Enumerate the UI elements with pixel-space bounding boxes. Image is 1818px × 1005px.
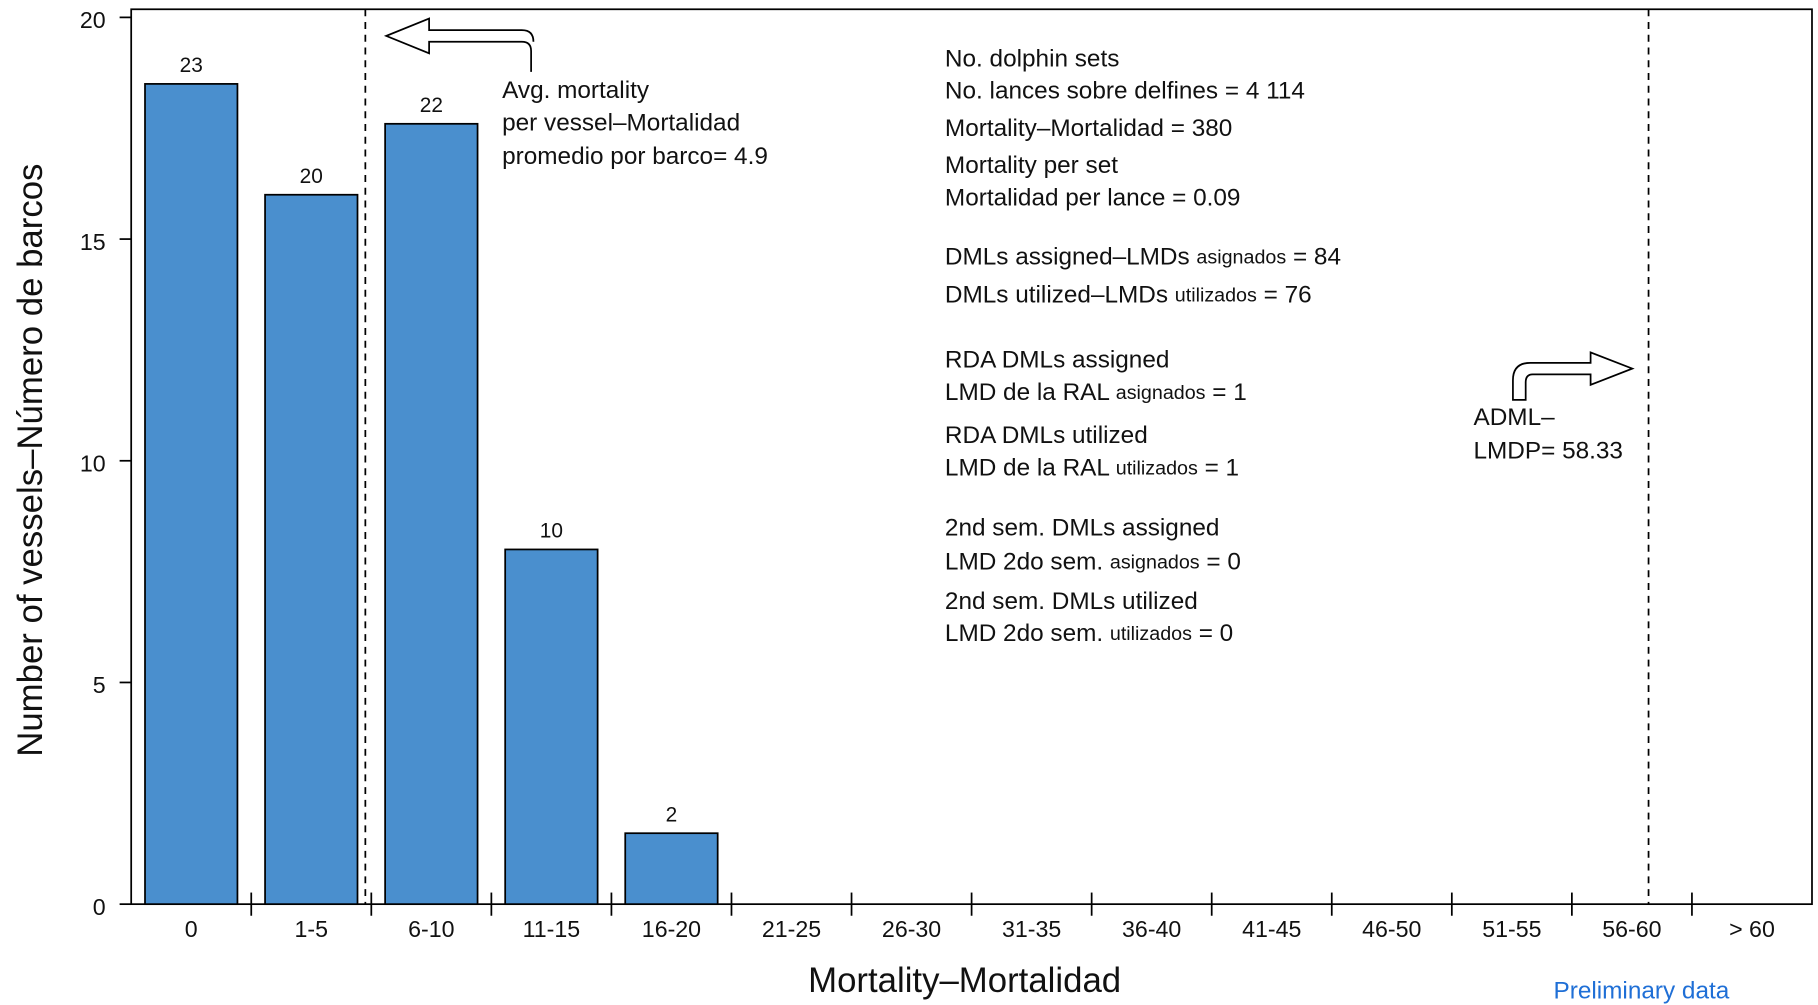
- stats-text: Mortalidad per lance = 0.09: [945, 185, 1241, 212]
- stats-line: LMD de la RAL asignados = 1: [945, 380, 1247, 407]
- stats-line: No. dolphin sets: [945, 46, 1119, 73]
- value-label: 20: [300, 165, 323, 188]
- stats-line: No. lances sobre delfines = 4 114: [945, 78, 1305, 105]
- stats-text: = 84: [1286, 244, 1341, 271]
- stats-text: LMD de la RAL: [945, 380, 1116, 407]
- stats-text: RDA DMLs utilized: [945, 422, 1148, 449]
- stats-text: = 1: [1198, 455, 1239, 482]
- note: Preliminary data: [1553, 978, 1729, 1005]
- stats-text: asignados: [1110, 552, 1200, 574]
- y-tick-label: 15: [80, 229, 106, 255]
- x-axis-label: Mortality–Mortalidad: [808, 962, 1121, 1000]
- stats-text: No. lances sobre delfines = 4 114: [945, 78, 1305, 105]
- stats-text: utilizados: [1110, 623, 1192, 645]
- stats-text: asignados: [1196, 247, 1286, 269]
- stats-text: DMLs utilized–LMDs: [945, 282, 1175, 309]
- y-tick-label: 5: [93, 672, 106, 698]
- stats-text: DMLs assigned–LMDs: [945, 244, 1196, 271]
- stats-line: Mortality per set: [945, 152, 1118, 179]
- bar: [504, 548, 599, 906]
- y-tick-label: 0: [93, 894, 106, 920]
- mean-annotation: Avg. mortality: [502, 77, 650, 104]
- stats-text: asignados: [1116, 382, 1206, 404]
- mean-arrow: [383, 17, 535, 72]
- x-tick-label: 21-25: [762, 916, 821, 942]
- x-tick-label: 46-50: [1362, 916, 1421, 942]
- stats-text: Mortality–Mortalidad = 380: [945, 115, 1232, 142]
- stats-text: RDA DMLs assigned: [945, 347, 1169, 374]
- x-tick-label: 51-55: [1482, 916, 1541, 942]
- stats-text: utilizados: [1175, 285, 1257, 307]
- stats-text: LMD 2do sem.: [945, 549, 1110, 576]
- x-tick-label: 36-40: [1122, 916, 1181, 942]
- limit-annotation: LMDP= 58.33: [1474, 437, 1623, 464]
- x-tick-label: 26-30: [882, 916, 941, 942]
- bar: [144, 83, 239, 906]
- limit-arrow: [1512, 351, 1635, 401]
- mean-annotation: per vessel–Mortalidad: [502, 109, 740, 136]
- x-tick-label: 31-35: [1002, 916, 1061, 942]
- stats-text: = 76: [1257, 282, 1312, 309]
- stats-line: LMD de la RAL utilizados = 1: [945, 455, 1239, 482]
- x-tick-label: 1-5: [295, 916, 329, 942]
- stats-text: LMD de la RAL: [945, 455, 1116, 482]
- x-tick-label: 11-15: [523, 916, 581, 942]
- stats-text: = 0: [1200, 549, 1241, 576]
- limit-annotation: ADML–: [1474, 404, 1556, 431]
- bar: [624, 832, 719, 906]
- stats-line: RDA DMLs utilized: [945, 422, 1148, 449]
- x-tick-label: 16-20: [642, 916, 701, 942]
- stats-text: No. dolphin sets: [945, 46, 1119, 73]
- stats-text: utilizados: [1116, 458, 1198, 480]
- y-axis-label: Number of vessels–Número de barcos: [12, 164, 50, 757]
- bar: [384, 122, 479, 906]
- stats-line: LMD 2do sem. utilizados = 0: [945, 621, 1233, 648]
- stats-line: 2nd sem. DMLs assigned: [945, 515, 1219, 542]
- value-label: 2: [666, 803, 678, 826]
- stats-text: 2nd sem. DMLs utilized: [945, 588, 1198, 615]
- stats-text: = 1: [1206, 380, 1247, 407]
- value-label: 22: [420, 94, 443, 117]
- stats-line: LMD 2do sem. asignados = 0: [945, 549, 1241, 576]
- x-tick-label: 0: [185, 916, 198, 942]
- mean-annotation: promedio por barco= 4.9: [502, 143, 768, 170]
- stats-line: DMLs utilized–LMDs utilizados = 76: [945, 282, 1312, 309]
- stats-line: DMLs assigned–LMDs asignados = 84: [945, 244, 1341, 271]
- stats-text: Mortality per set: [945, 152, 1118, 179]
- x-tick-label: 41-45: [1242, 916, 1301, 942]
- stats-text: = 0: [1192, 621, 1233, 648]
- stats-text: 2nd sem. DMLs assigned: [945, 515, 1219, 542]
- stats-line: RDA DMLs assigned: [945, 347, 1169, 374]
- y-tick-label: 20: [80, 7, 106, 33]
- stats-line: Mortalidad per lance = 0.09: [945, 185, 1241, 212]
- y-tick-label: 10: [80, 451, 106, 477]
- stats-line: 2nd sem. DMLs utilized: [945, 588, 1198, 615]
- value-label: 10: [540, 520, 563, 543]
- value-label: 23: [180, 54, 203, 77]
- x-tick-label: > 60: [1729, 916, 1775, 942]
- x-tick-label: 56-60: [1602, 916, 1661, 942]
- x-tick-label: 6-10: [408, 916, 454, 942]
- stats-text: LMD 2do sem.: [945, 621, 1110, 648]
- stats-line: Mortality–Mortalidad = 380: [945, 115, 1232, 142]
- bar: [264, 193, 359, 906]
